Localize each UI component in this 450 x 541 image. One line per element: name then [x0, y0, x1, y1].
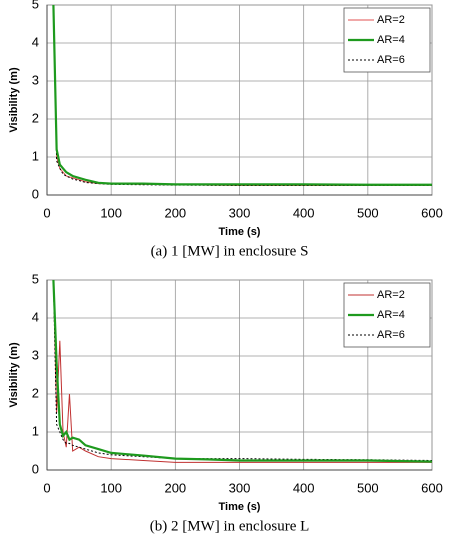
x-tick-label: 200	[164, 480, 186, 495]
x-tick-label: 300	[229, 205, 251, 220]
line-series	[52, 280, 432, 461]
y-tick-label: 0	[32, 461, 39, 476]
y-tick-label: 4	[32, 309, 39, 324]
x-axis-title: Time (s)	[219, 226, 261, 238]
y-tick-label: 1	[32, 423, 39, 438]
x-tick-label: 600	[421, 205, 443, 220]
x-tick-label: 500	[357, 205, 379, 220]
caption: (a) 1 [MW] in enclosure S	[151, 243, 309, 259]
y-tick-label: 3	[32, 72, 39, 87]
x-tick-label: 100	[100, 205, 122, 220]
y-tick-label: 0	[32, 186, 39, 201]
line-series	[52, 280, 432, 463]
y-tick-label: 1	[32, 148, 39, 163]
y-axis-title: Visibility (m)	[8, 67, 20, 133]
x-tick-label: 100	[100, 480, 122, 495]
y-axis-title: Visibility (m)	[8, 342, 20, 408]
x-tick-label: 500	[357, 480, 379, 495]
legend-label: AR=2	[377, 14, 405, 26]
line-series	[52, 5, 432, 186]
caption: (b) 2 [MW] in enclosure L	[150, 518, 310, 534]
legend-label: AR=2	[377, 289, 405, 301]
legend-label: AR=6	[377, 54, 405, 66]
x-tick-label: 600	[421, 480, 443, 495]
y-tick-label: 2	[32, 385, 39, 400]
x-tick-label: 300	[229, 480, 251, 495]
y-tick-label: 2	[32, 110, 39, 125]
series-group	[52, 5, 432, 186]
legend-label: AR=6	[377, 329, 405, 341]
x-tick-label: 0	[43, 480, 50, 495]
line-series	[52, 5, 432, 186]
x-tick-label: 400	[293, 480, 315, 495]
x-tick-label: 0	[43, 205, 50, 220]
y-tick-label: 3	[32, 347, 39, 362]
y-tick-label: 4	[32, 34, 39, 49]
x-tick-label: 200	[164, 205, 186, 220]
legend-label: AR=4	[377, 309, 405, 321]
y-tick-label: 5	[32, 0, 39, 11]
y-tick-label: 5	[32, 271, 39, 286]
line-series	[52, 280, 432, 463]
legend-label: AR=4	[377, 34, 405, 46]
series-group	[52, 280, 432, 463]
x-axis-title: Time (s)	[219, 501, 261, 513]
x-tick-label: 400	[293, 205, 315, 220]
